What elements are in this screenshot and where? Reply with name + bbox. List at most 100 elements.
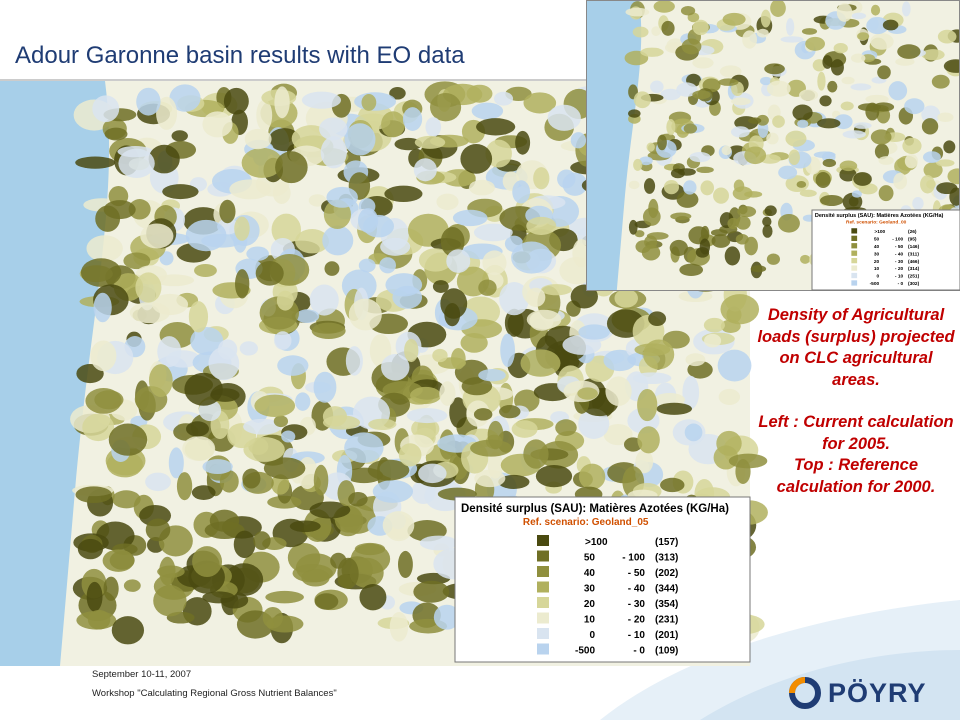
map-area bbox=[337, 557, 359, 589]
map-area bbox=[893, 172, 908, 190]
legend-from: 0 bbox=[877, 274, 880, 280]
map-area bbox=[430, 93, 462, 122]
legend: Densité surplus (SAU): Matières Azotées … bbox=[454, 496, 751, 663]
map-area bbox=[692, 90, 711, 100]
legend-swatch bbox=[537, 581, 549, 593]
map-area bbox=[817, 118, 841, 129]
map-area bbox=[425, 117, 442, 137]
map-area bbox=[614, 288, 638, 308]
map-area bbox=[511, 241, 552, 274]
map-area bbox=[628, 219, 638, 235]
map-area bbox=[661, 20, 675, 36]
map-area bbox=[92, 95, 120, 123]
legend-count: (95) bbox=[908, 236, 917, 242]
map-area bbox=[778, 165, 798, 180]
map-area bbox=[836, 3, 853, 22]
map-area bbox=[801, 28, 818, 35]
map-area bbox=[266, 615, 304, 633]
legend-count: (231) bbox=[655, 615, 678, 626]
map-area bbox=[432, 280, 449, 293]
map-area bbox=[344, 432, 384, 463]
map-area bbox=[635, 450, 654, 474]
map-area bbox=[643, 339, 675, 370]
map-area bbox=[75, 156, 116, 169]
legend-count: (202) bbox=[655, 568, 678, 579]
map-area bbox=[301, 91, 342, 109]
map-area bbox=[633, 158, 643, 171]
map-area bbox=[720, 294, 760, 325]
map-area bbox=[241, 147, 283, 178]
map-area bbox=[242, 468, 261, 489]
map-area bbox=[324, 261, 340, 276]
map-area bbox=[730, 126, 750, 138]
map-area bbox=[418, 463, 447, 484]
map-area bbox=[766, 132, 779, 145]
map-area bbox=[642, 207, 661, 226]
map-area bbox=[136, 87, 161, 116]
legend-from: -500 bbox=[870, 281, 880, 287]
map-area bbox=[171, 130, 188, 142]
map-area bbox=[498, 474, 530, 489]
legend-scenario: Ref. scenario: Geoland_05 bbox=[523, 517, 649, 528]
legend-count: (26) bbox=[908, 229, 917, 235]
map-area bbox=[711, 234, 731, 248]
map-area bbox=[562, 172, 588, 196]
map-area bbox=[398, 550, 413, 579]
legend-to: - 40 bbox=[628, 584, 646, 595]
map-area bbox=[660, 477, 685, 493]
map-area bbox=[86, 235, 123, 262]
map-area bbox=[744, 146, 767, 165]
map-area bbox=[485, 139, 512, 168]
map-area bbox=[235, 269, 250, 299]
legend-count: (466) bbox=[908, 259, 920, 265]
map-area bbox=[785, 130, 807, 147]
map-area bbox=[756, 114, 769, 126]
legend-count: (314) bbox=[908, 266, 920, 272]
legend-from: >100 bbox=[585, 537, 608, 548]
map-area bbox=[882, 19, 899, 31]
map-area bbox=[526, 216, 557, 235]
map-area bbox=[446, 249, 471, 273]
map-area bbox=[628, 180, 640, 190]
description: Density of Agricultural loads (surplus) … bbox=[756, 305, 956, 519]
map-area bbox=[104, 127, 128, 141]
map-area bbox=[777, 213, 800, 233]
map-area bbox=[815, 171, 831, 188]
map-area bbox=[770, 0, 786, 17]
map-area bbox=[129, 301, 171, 324]
map-area bbox=[233, 530, 256, 559]
map-area bbox=[904, 98, 925, 115]
map-area bbox=[912, 196, 924, 210]
map-area bbox=[850, 53, 866, 63]
map-area bbox=[850, 83, 872, 91]
map-area bbox=[901, 1, 911, 17]
map-area bbox=[760, 9, 771, 28]
map-area bbox=[186, 421, 209, 437]
map-area bbox=[923, 162, 943, 178]
legend-to: - 20 bbox=[628, 615, 646, 626]
map-area bbox=[805, 36, 825, 51]
map-area bbox=[923, 151, 941, 163]
map-area bbox=[796, 181, 807, 188]
map-area bbox=[103, 576, 119, 601]
map-area bbox=[96, 521, 135, 551]
legend-swatch bbox=[851, 228, 858, 234]
map-area bbox=[677, 168, 696, 176]
map-area bbox=[827, 80, 838, 93]
map-area bbox=[640, 47, 664, 57]
map-area bbox=[281, 430, 296, 443]
map-area bbox=[515, 130, 531, 155]
legend-from: 50 bbox=[584, 553, 596, 564]
map-area bbox=[788, 149, 800, 165]
map-area bbox=[123, 252, 151, 270]
legend-to: - 0 bbox=[898, 281, 904, 287]
map-area bbox=[822, 158, 837, 168]
map-area bbox=[666, 118, 676, 136]
map-area bbox=[648, 311, 667, 327]
map-area bbox=[895, 57, 915, 66]
map-area bbox=[870, 4, 881, 16]
legend-swatch bbox=[851, 250, 858, 256]
map-area bbox=[660, 88, 681, 101]
map-area bbox=[414, 135, 446, 149]
map-area bbox=[244, 128, 272, 150]
